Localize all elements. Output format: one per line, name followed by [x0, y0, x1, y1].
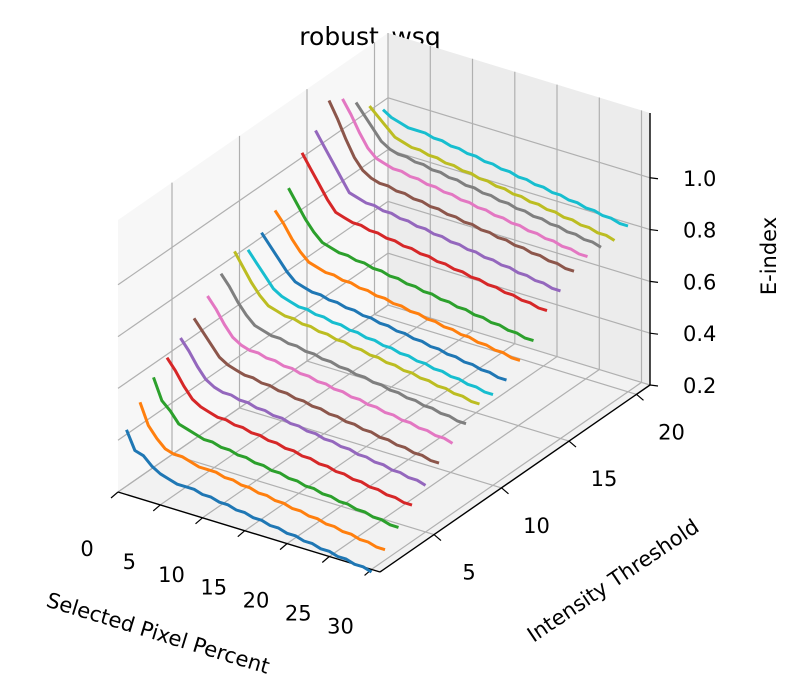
series-line: [206, 295, 454, 445]
x-tick-label: 10: [158, 563, 185, 587]
series-line: [260, 231, 507, 382]
x-axis-label: Selected Pixel Percent: [44, 588, 273, 679]
x-tick-label: 15: [200, 576, 227, 600]
x-tick-label: 25: [285, 602, 312, 626]
y-tick-labels: 5 10 15 20: [462, 420, 685, 584]
series-line: [192, 317, 440, 465]
z-tick-label: 0.2: [683, 374, 716, 398]
y-tick-label: 20: [658, 420, 685, 444]
series-line: [381, 108, 629, 228]
x-tick-label: 30: [327, 614, 354, 638]
x-tick-mark: [237, 530, 246, 538]
x-tick-labels: 0 5 10 15 20 25 30: [80, 537, 354, 638]
z-tick-labels: 0.2 0.4 0.6 0.8 1.0: [683, 167, 716, 398]
z-tick-label: 0.4: [683, 322, 716, 346]
y-tick-mark: [568, 440, 577, 448]
x-tick-label: 0: [80, 537, 93, 561]
series-line: [246, 248, 494, 397]
y-tick-label: 10: [523, 514, 550, 538]
x-axis-line: [117, 491, 381, 573]
z-gridline: [117, 200, 651, 389]
z-tick-mark: [649, 177, 659, 180]
series-line: [273, 209, 521, 362]
series-line: [233, 250, 480, 406]
series-line: [138, 401, 386, 552]
x-tick-mark: [195, 517, 203, 525]
z-tick-label: 1.0: [683, 167, 716, 191]
y-tick-mark: [636, 393, 644, 401]
z-tick-mark: [649, 332, 659, 335]
z-tick-mark: [649, 228, 659, 232]
y-tick-mark: [501, 487, 509, 495]
series-line: [341, 98, 588, 259]
z-gridline: [117, 97, 651, 286]
series-line: [327, 99, 575, 273]
axis-lines: [110, 113, 659, 576]
x-tick-mark: [110, 491, 119, 499]
series-line: [219, 272, 467, 426]
series-line: [125, 429, 373, 574]
series-line: [300, 152, 548, 313]
left-pane: [118, 33, 388, 492]
z-tick-mark: [649, 280, 659, 283]
z-gridline: [117, 304, 651, 493]
x-tick-mark: [321, 556, 330, 563]
z-axis-label: E-index: [757, 217, 781, 295]
series-line: [287, 187, 534, 343]
z-tick-label: 0.8: [683, 219, 716, 243]
y-tick-label: 5: [462, 561, 475, 585]
y-tick-mark: [433, 534, 442, 542]
series-line: [152, 376, 399, 529]
series-line: [165, 356, 413, 507]
series-lines: [125, 98, 629, 574]
y-tick-label: 15: [591, 467, 618, 491]
z-gridline: [117, 252, 651, 441]
series-line: [368, 105, 616, 242]
series-line: [354, 101, 602, 249]
z-gridline: [117, 148, 651, 338]
x-tick-label: 20: [243, 589, 270, 613]
x-tick-label: 5: [123, 550, 136, 574]
x-tick-mark: [279, 543, 288, 551]
series-line: [179, 337, 427, 487]
x-tick-mark: [152, 504, 161, 512]
z-tick-label: 0.6: [683, 270, 716, 294]
series-line: [314, 129, 561, 293]
y-axis-label: Intensity Threshold: [523, 514, 704, 647]
y-axis-line: [379, 384, 651, 573]
z-tick-mark: [649, 384, 659, 387]
